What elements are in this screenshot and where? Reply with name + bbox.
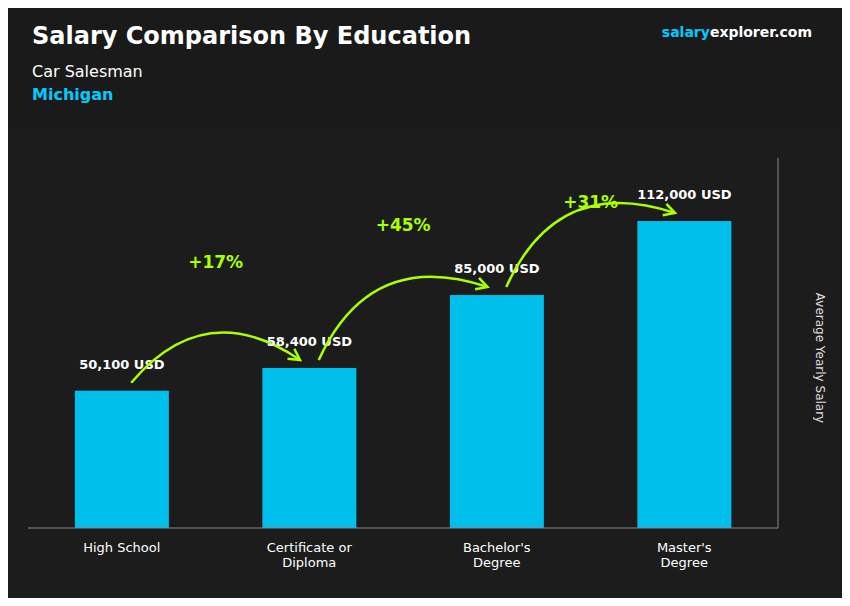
svg-text:+17%: +17% — [188, 252, 243, 272]
svg-text:58,400 USD: 58,400 USD — [267, 334, 353, 349]
html-text:Average Yearly Salary: Average Yearly Salary — [813, 292, 827, 424]
svg-text:112,000 USD: 112,000 USD — [637, 187, 732, 202]
svg-text:+45%: +45% — [376, 215, 431, 235]
html-text:Salary Comparison By Education: Salary Comparison By Education — [32, 22, 472, 50]
html-text:Car Salesman: Car Salesman — [32, 62, 143, 81]
svg-text:85,000 USD: 85,000 USD — [454, 261, 540, 276]
svg-text:Master'sDegree: Master'sDegree — [657, 540, 712, 570]
svg-text:Bachelor'sDegree: Bachelor'sDegree — [463, 540, 531, 570]
svg-text:Certificate orDiploma: Certificate orDiploma — [267, 540, 353, 570]
html-text:salary explorer.com: salary explorer.com — [661, 24, 812, 40]
svg-text:High School: High School — [83, 540, 160, 555]
svg-text:50,100 USD: 50,100 USD — [79, 357, 165, 372]
svg-text:+31%: +31% — [563, 192, 618, 212]
html-text:Michigan: Michigan — [32, 85, 114, 104]
